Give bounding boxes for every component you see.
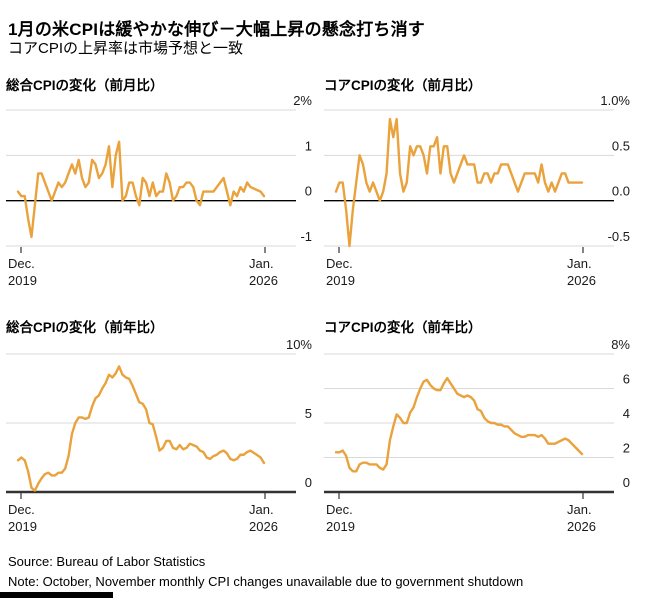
y-axis-label: 1.0% [600, 96, 630, 108]
y-axis-label: 0 [305, 475, 312, 490]
x-axis-label-start: 2019 [8, 273, 37, 288]
line-plot: 10% 5 0 Dec. 2019 Jan. 2026 [6, 338, 312, 534]
y-axis-label: 2 [623, 441, 630, 456]
x-axis-label-end: Jan. [249, 502, 274, 517]
data-line [16, 140, 266, 239]
source-line: Source: Bureau of Labor Statistics [8, 554, 206, 569]
watermark-bar [0, 592, 113, 598]
y-axis-label: 10% [286, 338, 312, 352]
y-axis-label: 1 [305, 138, 312, 153]
page-title: 1月の米CPIは緩やかな伸び－大幅上昇の懸念打ち消す [8, 20, 425, 40]
y-axis-label: 8% [611, 338, 630, 352]
x-axis-label-start: 2019 [326, 273, 355, 288]
data-line [16, 365, 266, 492]
x-axis-label-start: 2019 [8, 519, 37, 534]
y-axis-label: 5 [305, 406, 312, 421]
x-axis-label-end: Jan. [567, 502, 592, 517]
chart-title: コアCPIの変化（前年比） [324, 320, 482, 335]
chart-headline-cpi-mom: 総合CPIの変化（前月比） 2% 1 0 -1 Dec. 2019 Jan. 2026 [6, 72, 318, 292]
chart-title: 総合CPIの変化（前年比） [6, 320, 164, 335]
x-axis-label-end: 2026 [567, 519, 596, 534]
y-axis-label: 0 [623, 475, 630, 490]
x-axis-label-start: Dec. [8, 256, 35, 271]
chart-title: 総合CPIの変化（前月比） [6, 78, 164, 93]
y-axis-label: -0.5 [608, 229, 630, 244]
y-axis-label: 4 [623, 406, 630, 421]
chart-core-cpi-mom: コアCPIの変化（前月比） 1.0% 0.5 0.0 -0.5 Dec. 2019 Jan.… [324, 72, 636, 292]
x-axis-label-start: Dec. [8, 502, 35, 517]
line-plot: 2% 1 0 -1 Dec. 2019 Jan. 2026 [6, 96, 312, 288]
x-axis-label-end: 2026 [567, 273, 596, 288]
y-axis-label: 0 [305, 184, 312, 199]
x-axis-label-start: 2019 [326, 519, 355, 534]
chart-headline-cpi-yoy: 総合CPIの変化（前年比） 10% 5 0 Dec. 2019 Jan. 2026 [6, 314, 318, 538]
page-subtitle: コアCPIの上昇率は市場予想と一致 [8, 40, 244, 57]
data-line [334, 117, 584, 248]
x-axis-label-start: Dec. [326, 256, 353, 271]
y-axis-label: 6 [623, 372, 630, 387]
y-axis-label: 0.0 [612, 184, 630, 199]
y-axis-label: 2% [293, 96, 312, 108]
line-plot: 8% 6 4 2 0 Dec. 2019 Jan. 2026 [324, 338, 630, 534]
x-axis-label-end: Jan. [249, 256, 274, 271]
x-axis-label-start: Dec. [326, 502, 353, 517]
y-axis-label: -1 [300, 229, 312, 244]
line-plot: 1.0% 0.5 0.0 -0.5 Dec. 2019 Jan. 2026 [324, 96, 630, 288]
x-axis-label-end: 2026 [249, 273, 278, 288]
note-line: Note: October, November monthly CPI chan… [8, 574, 524, 589]
chart-title: コアCPIの変化（前月比） [324, 78, 482, 93]
chart-core-cpi-yoy: コアCPIの変化（前年比） 8% 6 4 2 0 Dec. 2019 Jan. 2026 [324, 314, 636, 538]
y-axis-label: 0.5 [612, 138, 630, 153]
data-line [334, 376, 584, 473]
x-axis-label-end: Jan. [567, 256, 592, 271]
x-axis-label-end: 2026 [249, 519, 278, 534]
